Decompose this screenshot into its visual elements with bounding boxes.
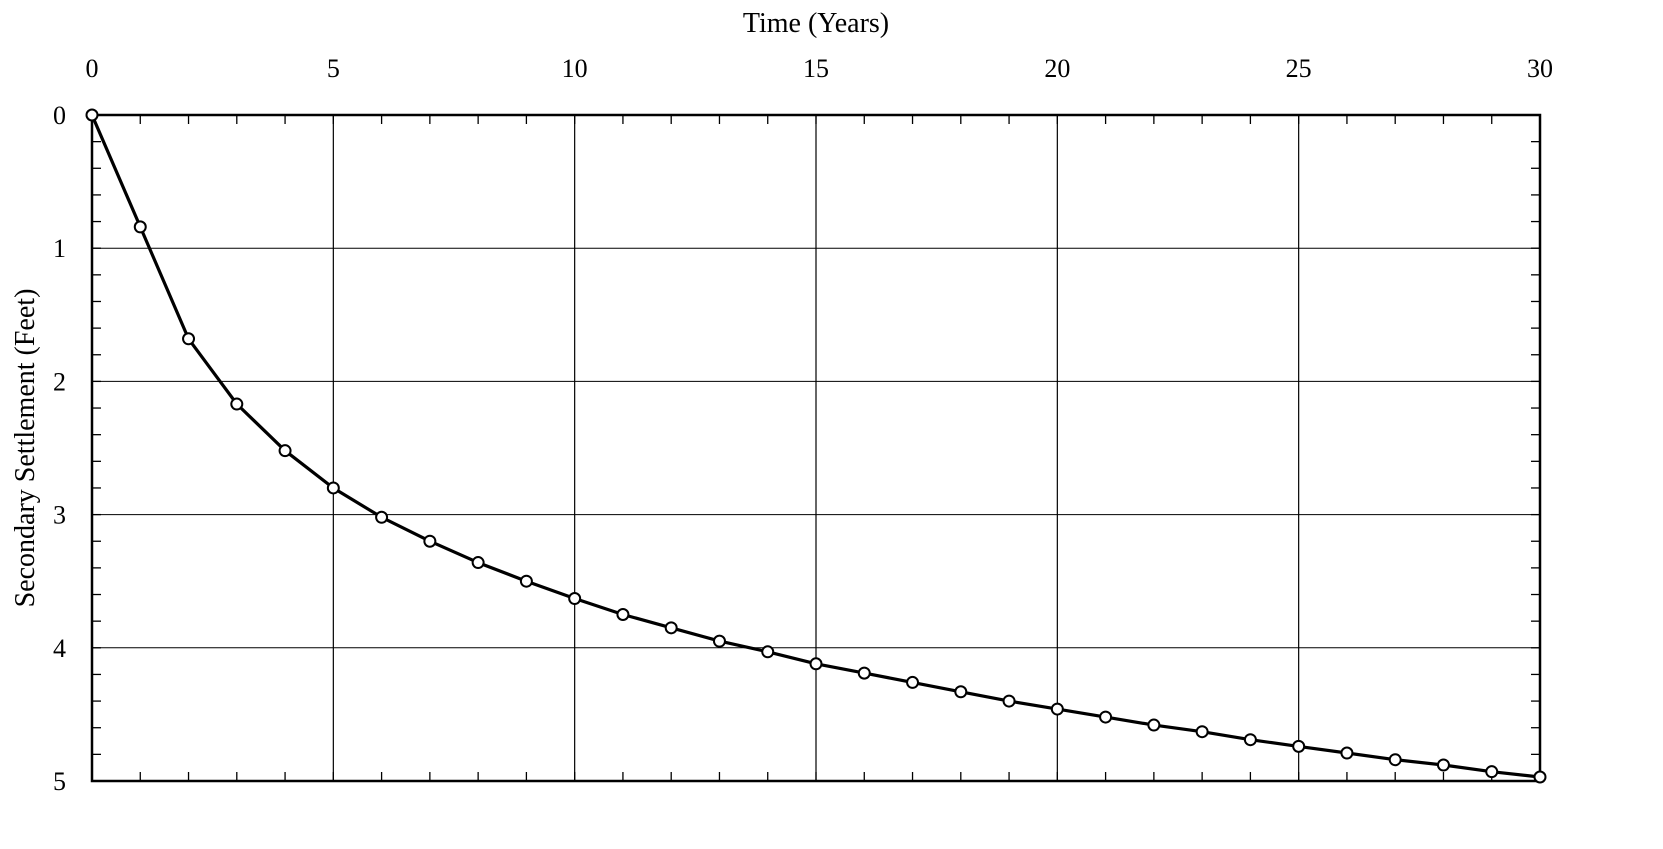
y-tick-label: 3 <box>53 501 66 530</box>
data-point <box>1533 770 1547 784</box>
data-point <box>954 685 968 699</box>
data-point <box>857 666 871 680</box>
x-axis-title: Time (Years) <box>743 8 889 39</box>
data-point <box>1388 753 1402 767</box>
data-point <box>375 510 389 524</box>
y-tick-label: 2 <box>53 367 66 396</box>
y-tick-label: 1 <box>53 234 66 263</box>
x-tick-label: 30 <box>1527 54 1553 83</box>
data-point <box>230 397 244 411</box>
data-point <box>471 556 485 570</box>
data-point <box>1050 702 1064 716</box>
y-tick-labels: 0 1 2 3 4 5 <box>53 101 66 796</box>
y-axis-title: Secondary Settlement (Feet) <box>10 289 41 608</box>
x-tick-label: 25 <box>1286 54 1312 83</box>
data-point <box>133 220 147 234</box>
data-point <box>423 534 437 548</box>
data-point <box>326 481 340 495</box>
data-point <box>1195 725 1209 739</box>
data-point <box>1243 733 1257 747</box>
data-point <box>568 592 582 606</box>
y-tick-label: 0 <box>53 101 66 130</box>
x-tick-label: 15 <box>803 54 829 83</box>
data-point <box>1002 694 1016 708</box>
x-tick-labels: 0 5 10 15 20 25 30 <box>86 54 1554 83</box>
y-tick-label: 5 <box>53 767 66 796</box>
data-point <box>1436 758 1450 772</box>
grid-lines <box>92 115 1540 781</box>
data-point <box>85 108 99 122</box>
data-point <box>1147 718 1161 732</box>
data-point <box>519 574 533 588</box>
data-point <box>906 675 920 689</box>
data-point <box>1099 710 1113 724</box>
x-tick-label: 5 <box>327 54 340 83</box>
data-point <box>1485 765 1499 779</box>
data-point <box>1340 746 1354 760</box>
y-tick-label: 4 <box>53 634 66 663</box>
x-tick-label: 10 <box>562 54 588 83</box>
data-point <box>664 621 678 635</box>
data-point <box>1292 739 1306 753</box>
data-point <box>809 657 823 671</box>
data-point <box>616 608 630 621</box>
x-tick-label: 20 <box>1044 54 1070 83</box>
minor-ticks <box>91 114 1541 782</box>
x-tick-label: 0 <box>86 54 99 83</box>
plot-frame <box>90 113 1542 783</box>
data-point <box>278 444 292 458</box>
series-group <box>85 108 1547 784</box>
data-point <box>712 634 726 648</box>
data-point <box>182 332 196 346</box>
data-point <box>761 645 775 659</box>
